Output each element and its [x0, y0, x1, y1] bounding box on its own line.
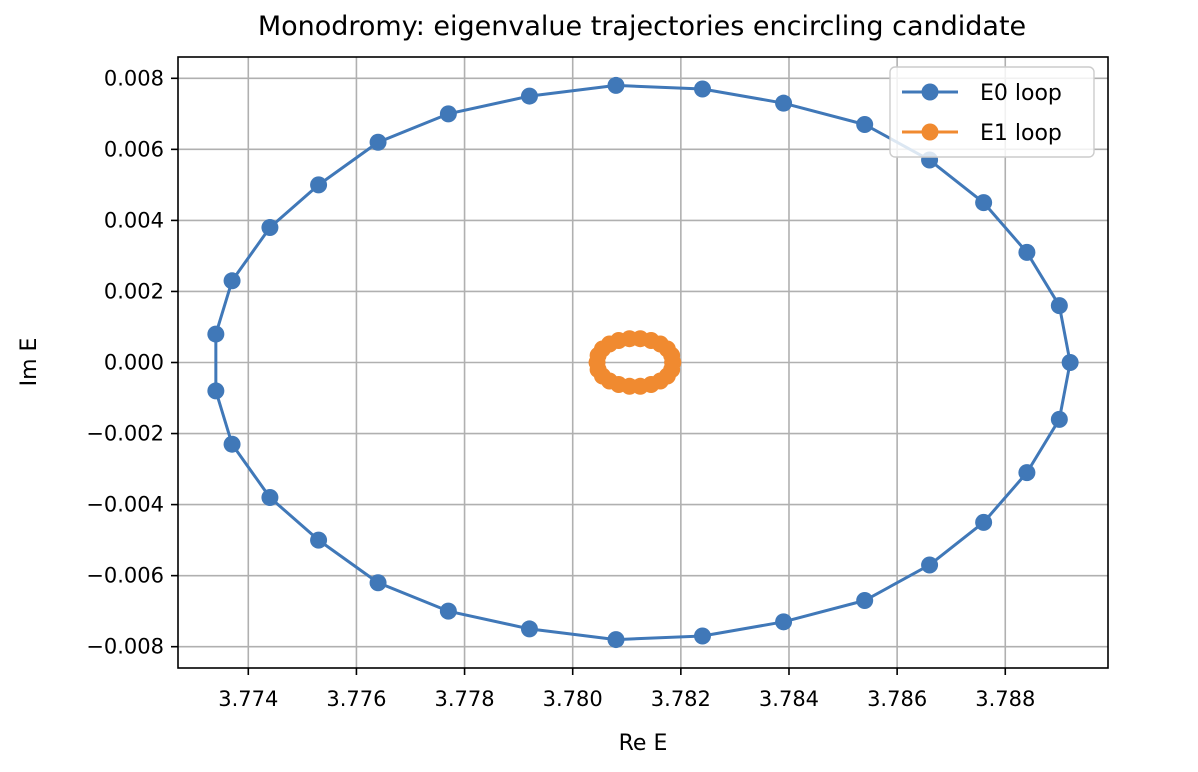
- data-point: [775, 613, 793, 631]
- data-point: [1018, 243, 1036, 261]
- legend-label-e0: E0 loop: [980, 81, 1062, 106]
- legend-marker-e1: [921, 123, 939, 141]
- data-point: [369, 133, 387, 151]
- series-line: [214, 83, 1072, 642]
- legend-label-e1: E1 loop: [980, 121, 1062, 146]
- data-point: [856, 592, 874, 610]
- data-point: [1050, 297, 1068, 315]
- data-point: [207, 382, 225, 400]
- y-tick-label: 0.004: [104, 208, 164, 232]
- series-e1-loop: [588, 330, 682, 395]
- data-point: [223, 272, 241, 290]
- series-layer: [207, 76, 1079, 649]
- data-point: [261, 219, 279, 237]
- data-point: [975, 194, 993, 212]
- legend-marker-e0: [921, 83, 939, 101]
- y-tick-label: −0.008: [86, 635, 164, 659]
- data-point: [664, 354, 682, 371]
- data-point: [856, 115, 874, 133]
- data-point: [439, 602, 457, 620]
- data-point: [607, 631, 625, 649]
- x-tick-label: 3.784: [759, 687, 819, 711]
- x-tick-label: 3.788: [975, 687, 1035, 711]
- plot-frame: [177, 56, 1109, 669]
- chart-title: Monodromy: eigenvalue trajectories encir…: [258, 11, 1026, 42]
- x-tick-label: 3.782: [651, 687, 711, 711]
- y-tick-label: 0.008: [104, 66, 164, 90]
- y-tick-label: 0.002: [104, 279, 164, 303]
- x-tick-label: 3.786: [867, 687, 927, 711]
- series-e0-loop: [207, 76, 1079, 649]
- y-tick-label: −0.002: [86, 422, 164, 446]
- data-point: [310, 176, 328, 194]
- axis-ticks: 3.774 3.776 3.778 3.780 3.782 3.784 3.786 3.788…: [86, 66, 1035, 711]
- data-point: [1018, 464, 1036, 482]
- x-tick-label: 3.778: [435, 687, 495, 711]
- data-point: [223, 435, 241, 453]
- data-point: [369, 574, 387, 592]
- legend-box: [889, 66, 1095, 158]
- data-point: [607, 76, 625, 94]
- y-tick-label: −0.004: [86, 493, 164, 517]
- data-point: [1061, 354, 1079, 371]
- legend: E0 loop E1 loop: [889, 66, 1095, 158]
- data-point: [520, 87, 538, 105]
- data-point: [975, 513, 993, 531]
- data-point: [520, 620, 538, 638]
- y-tick-label: 0.006: [104, 137, 164, 161]
- y-tick-label: 0.000: [104, 351, 164, 375]
- x-axis-title: Re E: [619, 731, 668, 756]
- data-point: [1050, 410, 1068, 428]
- x-tick-label: 3.780: [543, 687, 603, 711]
- y-tick-label: −0.006: [86, 564, 164, 588]
- y-axis-title: Im E: [17, 338, 42, 387]
- x-tick-label: 3.776: [326, 687, 386, 711]
- data-point: [921, 556, 939, 574]
- data-point: [310, 531, 328, 549]
- data-point: [775, 94, 793, 112]
- data-point: [207, 325, 225, 343]
- grid: [178, 57, 1108, 668]
- data-point: [693, 80, 711, 98]
- data-point: [261, 488, 279, 506]
- data-point: [439, 105, 457, 123]
- x-tick-label: 3.774: [218, 687, 278, 711]
- data-point: [693, 627, 711, 645]
